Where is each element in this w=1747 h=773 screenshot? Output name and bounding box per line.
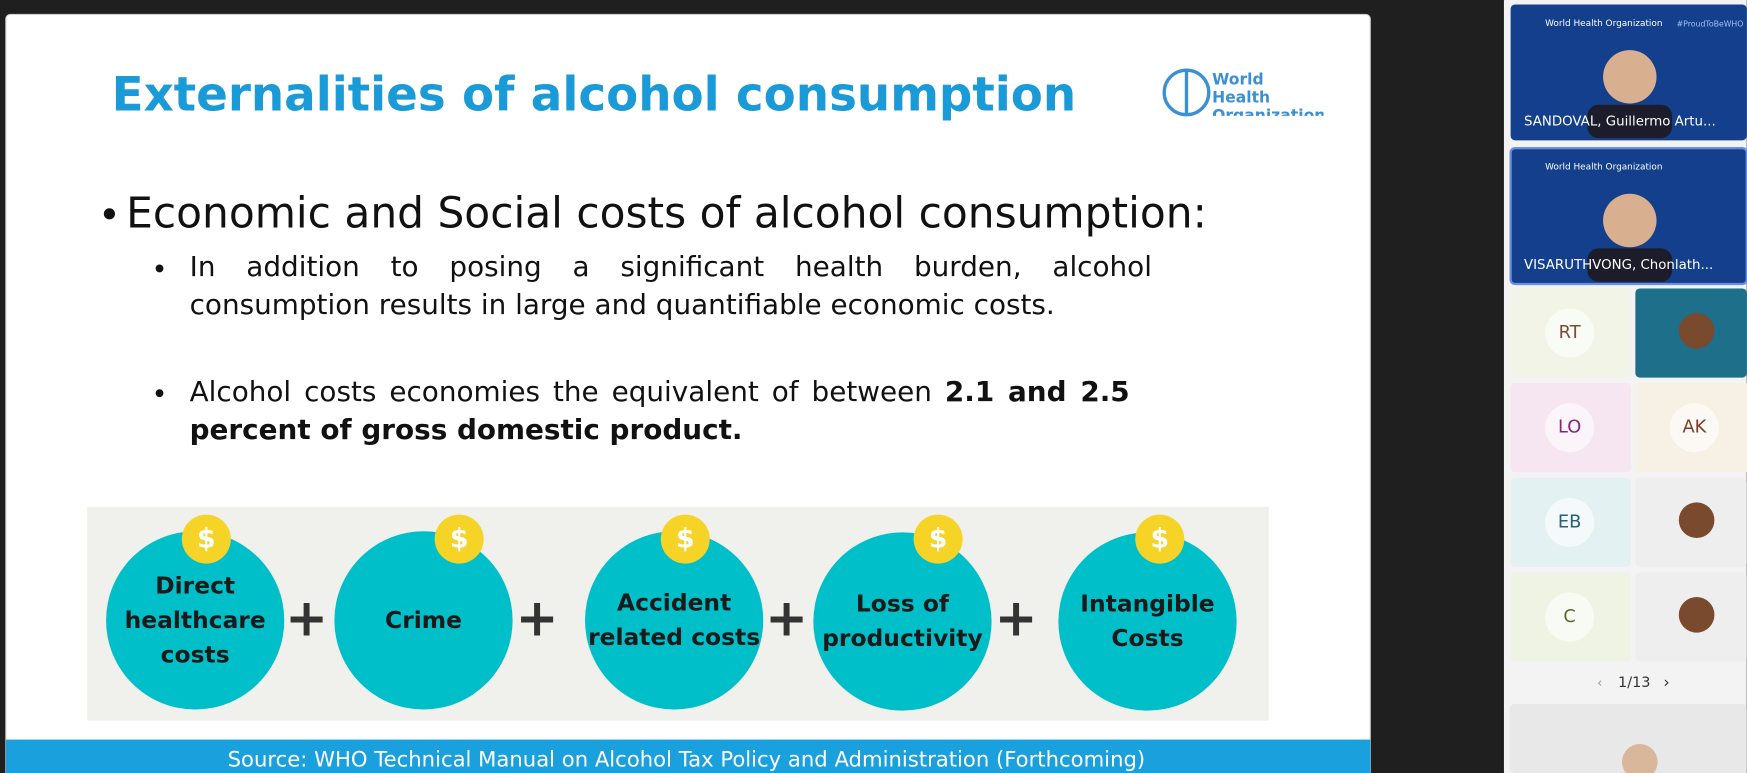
avatar (1545, 403, 1595, 453)
cost-label: Loss of productivity (822, 590, 983, 652)
avatar (1545, 308, 1595, 358)
cost-label: Direct healthcare costs (124, 571, 266, 668)
initials: EB (1558, 511, 1581, 532)
face (1678, 312, 1715, 349)
coin (1135, 514, 1185, 564)
cost-circle (813, 532, 992, 711)
avatar (1669, 403, 1719, 453)
logo-text: World Health Organization (1212, 71, 1323, 116)
face (1603, 50, 1657, 104)
coin (913, 514, 963, 564)
cost-label-box: Accident related costs (588, 589, 761, 651)
prev-page[interactable]: ‹ (1597, 676, 1602, 691)
costs: $ Direct healthcare costs $ Crime $ Accident … (106, 514, 1237, 711)
cost-label-box: Intangible Costs (1080, 590, 1215, 652)
coin-symbol: $ (676, 524, 695, 555)
video-tile (1509, 703, 1747, 773)
plus-sign: + (285, 589, 328, 649)
participants: World Health Organization #ProudToBeWHO SA… (1509, 4, 1747, 662)
bullet-text-bold: 2.1 and 2.5 percent of gross domestic pr… (189, 375, 1130, 446)
face (1678, 502, 1715, 538)
coin (181, 514, 231, 564)
participant-name: SANDOVAL, Guillermo Artu... (1524, 114, 1716, 129)
initials: C (1563, 606, 1575, 627)
plus-sign: + (995, 589, 1038, 649)
org-label: World Health Organization (1545, 163, 1662, 173)
bullet-text: In addition to posing a significant heal… (189, 250, 1152, 321)
source-bar (5, 739, 1371, 773)
cost-label: Accident related costs (588, 589, 761, 651)
initials: RT (1559, 322, 1581, 343)
who-logo: World Health Organization (1162, 68, 1323, 117)
face (1603, 193, 1657, 248)
bullet (155, 389, 164, 398)
cost-circle (1058, 532, 1237, 711)
initials: LO (1558, 417, 1581, 438)
face (1678, 597, 1715, 633)
coin-symbol: $ (450, 524, 469, 555)
coin-symbol: $ (929, 524, 948, 555)
cost-label-box: Crime (385, 606, 462, 634)
bullet (155, 264, 164, 273)
coin (660, 514, 710, 564)
avatar (1545, 592, 1595, 642)
cost-label: Intangible Costs (1080, 590, 1215, 652)
body (1587, 248, 1673, 282)
plus-sign: + (765, 589, 808, 649)
cost-circle (106, 531, 285, 710)
body (1587, 104, 1673, 139)
pager: 1/13 (1618, 675, 1650, 691)
cost-circle (585, 531, 764, 710)
participant-name: VISARUTHVONG, Chonlath... (1524, 258, 1713, 273)
cost-label: Crime (385, 606, 462, 634)
cost-circle (334, 531, 513, 710)
next-page[interactable]: › (1663, 673, 1669, 691)
cost-label-box: Direct healthcare costs (124, 571, 266, 668)
coin-symbol: $ (197, 524, 216, 555)
source: Source: WHO Technical Manual on Alcohol … (228, 747, 1146, 772)
slide-title: Externalities of alcohol consumption (112, 69, 1077, 123)
coin-symbol: $ (1150, 524, 1169, 555)
face (1622, 744, 1658, 773)
heading: Economic and Social costs of alcohol con… (126, 189, 1207, 238)
bullet (103, 208, 115, 220)
coin (434, 514, 484, 564)
org-label: World Health Organization (1545, 19, 1662, 29)
cost-label-box: Loss of productivity (822, 590, 983, 652)
initials: AK (1682, 417, 1707, 438)
plus-sign: + (516, 589, 559, 649)
hashtag: #ProudToBeWHO (1677, 20, 1744, 29)
bullet-text-regular: Alcohol costs economies the equivalent o… (189, 375, 945, 408)
avatar (1545, 497, 1595, 547)
bullet-text: Alcohol costs economies the equivalent o… (190, 373, 1130, 449)
